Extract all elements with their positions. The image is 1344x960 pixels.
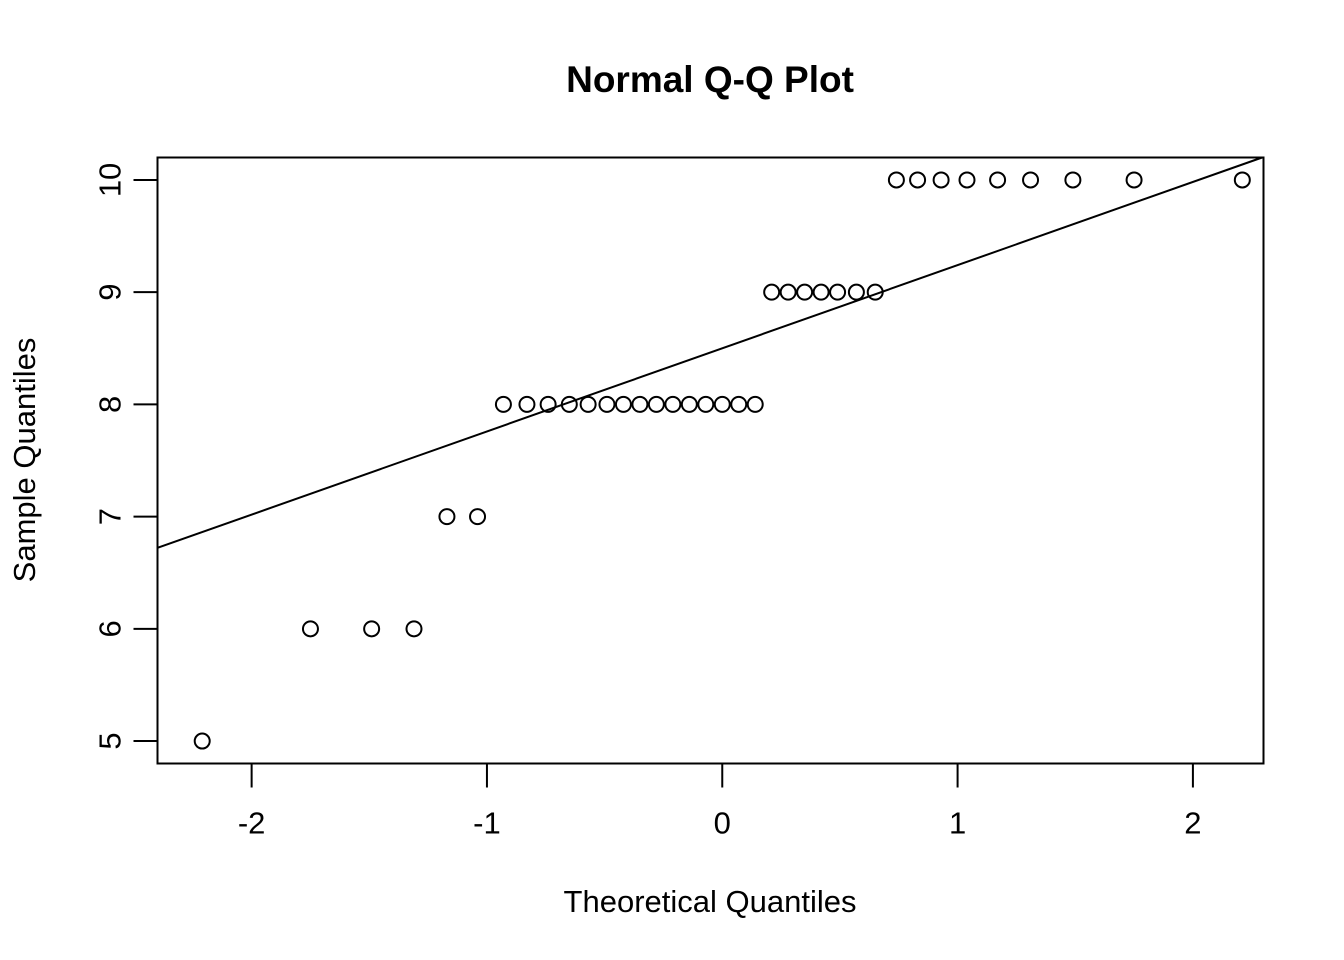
data-point bbox=[730, 395, 748, 413]
y-tick-label: 9 bbox=[93, 284, 128, 301]
data-point bbox=[713, 395, 731, 413]
x-tick-label: 1 bbox=[949, 806, 966, 841]
chart-title: Normal Q-Q Plot bbox=[566, 59, 854, 100]
data-point bbox=[301, 620, 319, 638]
data-point bbox=[579, 395, 597, 413]
data-point bbox=[779, 283, 797, 301]
data-point bbox=[1125, 171, 1143, 189]
data-point bbox=[631, 395, 649, 413]
data-point bbox=[697, 395, 715, 413]
data-points bbox=[193, 171, 1251, 750]
data-point bbox=[763, 283, 781, 301]
reference-line bbox=[157, 156, 1263, 549]
x-axis-label: Theoretical Quantiles bbox=[564, 884, 857, 919]
data-point bbox=[518, 395, 536, 413]
data-point bbox=[363, 620, 381, 638]
data-point bbox=[560, 395, 578, 413]
data-point bbox=[932, 171, 950, 189]
data-point bbox=[1022, 171, 1040, 189]
x-axis: -2 -1 0 1 2 bbox=[238, 763, 1202, 841]
data-point bbox=[438, 508, 456, 526]
data-point bbox=[866, 283, 884, 301]
x-tick-label: -1 bbox=[473, 806, 501, 841]
data-point bbox=[829, 283, 847, 301]
data-point bbox=[193, 732, 211, 750]
y-tick-label: 6 bbox=[93, 620, 128, 637]
data-point bbox=[598, 395, 616, 413]
data-point bbox=[847, 283, 865, 301]
data-point bbox=[989, 171, 1007, 189]
data-point bbox=[887, 171, 905, 189]
data-point bbox=[614, 395, 632, 413]
data-point bbox=[680, 395, 698, 413]
data-point bbox=[746, 395, 764, 413]
data-point bbox=[664, 395, 682, 413]
x-tick-label: 0 bbox=[714, 806, 731, 841]
y-axis: 5 6 7 8 9 10 bbox=[93, 163, 158, 750]
data-point bbox=[539, 395, 557, 413]
data-point bbox=[405, 620, 423, 638]
data-point bbox=[1064, 171, 1082, 189]
data-point bbox=[958, 171, 976, 189]
reference-line-group bbox=[157, 156, 1263, 549]
y-axis-label: Sample Quantiles bbox=[7, 338, 42, 583]
y-tick-label: 7 bbox=[93, 508, 128, 525]
data-point bbox=[796, 283, 814, 301]
plot-frame bbox=[156, 156, 1265, 765]
data-point bbox=[469, 508, 487, 526]
y-tick-label: 8 bbox=[93, 396, 128, 413]
data-point bbox=[494, 395, 512, 413]
y-tick-label: 5 bbox=[93, 732, 128, 749]
x-tick-label: 2 bbox=[1184, 806, 1201, 841]
data-point bbox=[812, 283, 830, 301]
data-point bbox=[1233, 171, 1251, 189]
y-tick-label: 10 bbox=[93, 163, 128, 197]
data-point bbox=[647, 395, 665, 413]
data-point bbox=[909, 171, 927, 189]
x-tick-label: -2 bbox=[238, 806, 266, 841]
